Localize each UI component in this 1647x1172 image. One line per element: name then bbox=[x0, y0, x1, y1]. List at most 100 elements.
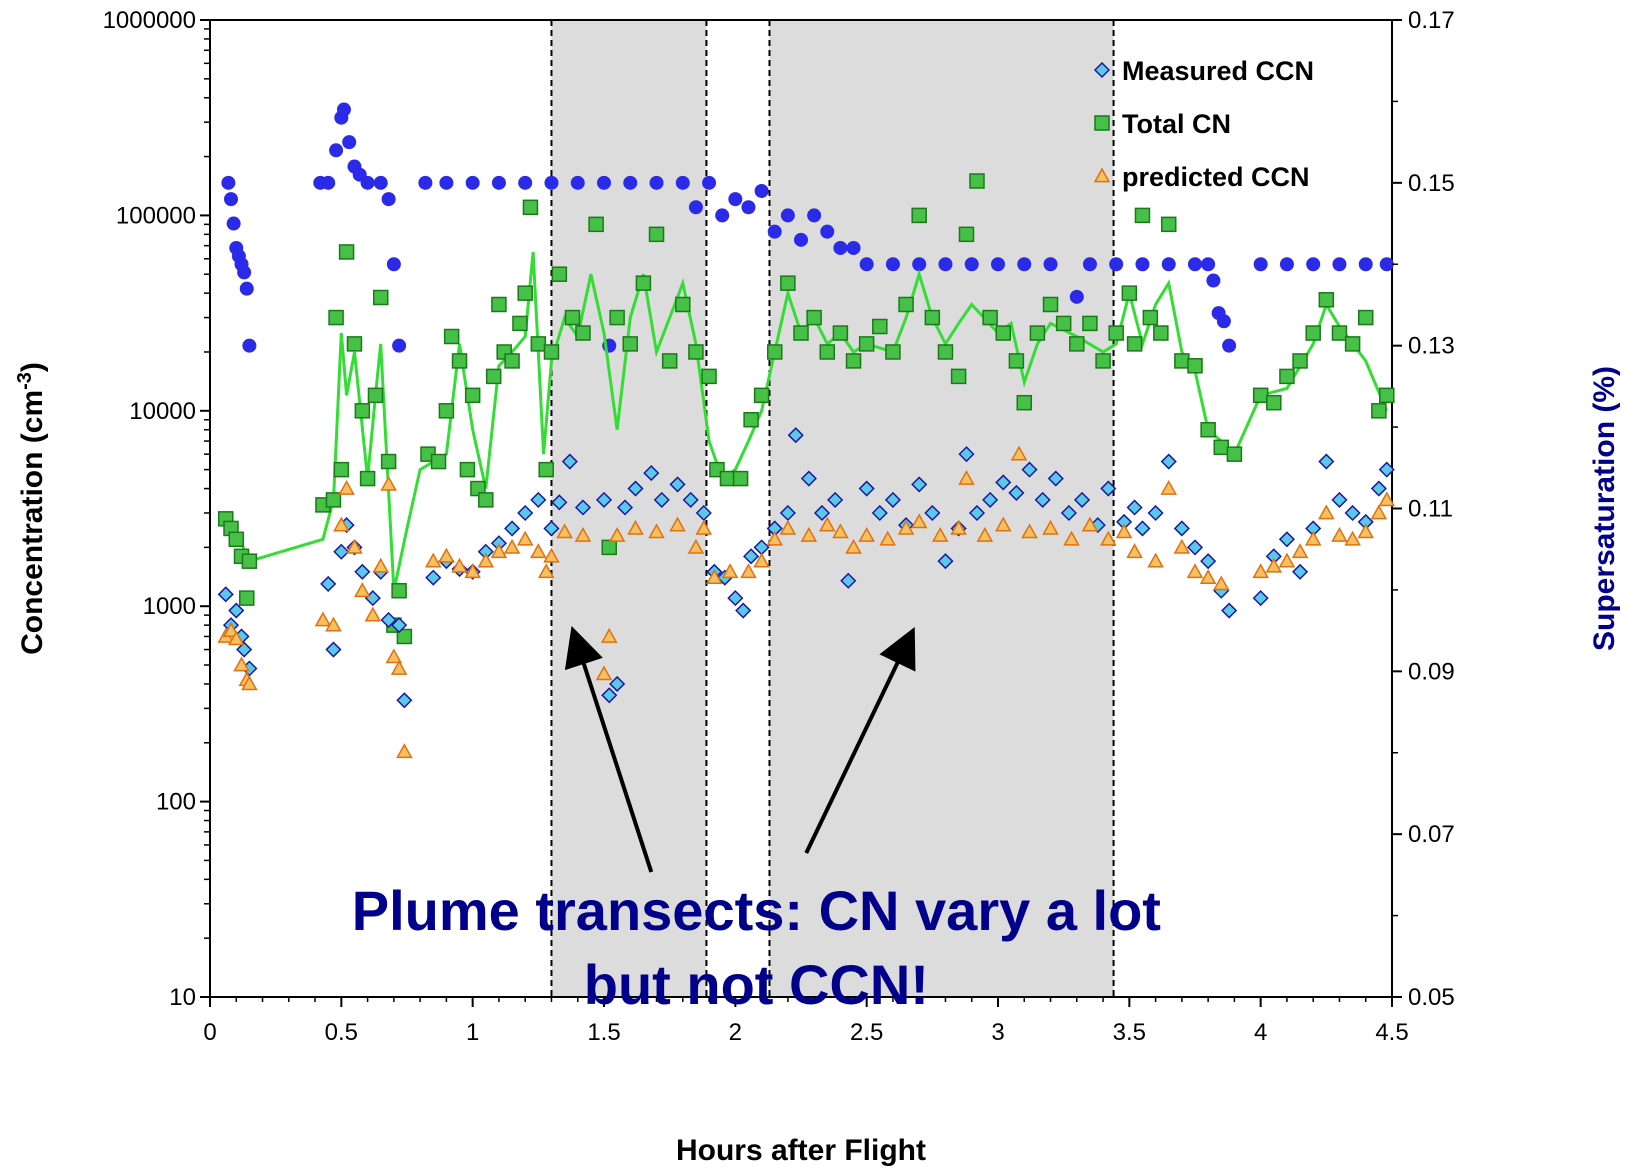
data-point bbox=[1161, 257, 1176, 272]
data-point bbox=[512, 315, 528, 332]
x-tick-label: 4 bbox=[1254, 1019, 1267, 1046]
data-point bbox=[517, 285, 533, 301]
data-point bbox=[780, 208, 795, 223]
legend-marker bbox=[1094, 115, 1110, 131]
data-point bbox=[898, 296, 914, 313]
data-point bbox=[912, 257, 927, 272]
data-point bbox=[1126, 543, 1143, 559]
data-point bbox=[608, 526, 626, 542]
data-point bbox=[1186, 539, 1204, 556]
data-point bbox=[937, 553, 954, 570]
data-point bbox=[728, 192, 743, 207]
data-point bbox=[845, 538, 862, 554]
data-point bbox=[418, 175, 433, 190]
data-point bbox=[1008, 484, 1025, 501]
data-point bbox=[367, 387, 384, 404]
data-point bbox=[239, 590, 255, 606]
y-right-tick-label: 0.15 bbox=[1408, 170, 1455, 197]
data-point bbox=[1199, 569, 1217, 584]
x-tick-label: 0 bbox=[203, 1019, 216, 1046]
data-point bbox=[950, 368, 967, 385]
data-point bbox=[1206, 273, 1221, 288]
shaded-regions bbox=[550, 20, 1115, 997]
data-point bbox=[800, 526, 818, 542]
data-point bbox=[372, 557, 390, 573]
data-point bbox=[969, 173, 985, 189]
data-point bbox=[1021, 461, 1038, 478]
data-point bbox=[732, 470, 749, 487]
data-point bbox=[1160, 480, 1178, 495]
data-point bbox=[1201, 257, 1216, 272]
data-point bbox=[807, 208, 822, 223]
data-point bbox=[911, 476, 928, 493]
data-point bbox=[544, 175, 559, 190]
data-point bbox=[1173, 538, 1191, 554]
data-point bbox=[221, 175, 236, 190]
data-point bbox=[1134, 520, 1151, 537]
annotation-arrow-right bbox=[804, 626, 916, 854]
data-point bbox=[443, 328, 460, 345]
series-layer bbox=[217, 102, 1396, 759]
data-point bbox=[924, 309, 941, 326]
data-point bbox=[1200, 553, 1217, 570]
data-point bbox=[530, 491, 547, 508]
data-point bbox=[1331, 526, 1348, 542]
data-point bbox=[1318, 453, 1335, 470]
data-point bbox=[1187, 358, 1203, 374]
data-point bbox=[800, 470, 817, 487]
data-point bbox=[675, 296, 691, 313]
data-point bbox=[964, 257, 979, 272]
data-point bbox=[226, 216, 241, 231]
data-point bbox=[346, 538, 363, 554]
data-point bbox=[688, 344, 704, 360]
data-point bbox=[325, 492, 342, 508]
data-point bbox=[872, 318, 888, 335]
data-point bbox=[325, 641, 342, 658]
data-point bbox=[924, 504, 941, 522]
data-point bbox=[1160, 453, 1177, 470]
data-point bbox=[537, 563, 555, 579]
y-left-tick-label: 1000000 bbox=[103, 7, 196, 34]
data-point bbox=[950, 519, 967, 535]
data-point bbox=[1082, 257, 1097, 272]
y-right-tick-label: 0.07 bbox=[1408, 821, 1455, 848]
data-point bbox=[1034, 491, 1051, 508]
data-point bbox=[321, 175, 336, 190]
data-point bbox=[1029, 325, 1046, 341]
data-point bbox=[833, 240, 848, 255]
data-point bbox=[911, 207, 927, 224]
data-point bbox=[227, 630, 245, 646]
data-point bbox=[1252, 387, 1269, 404]
data-point bbox=[1331, 491, 1348, 508]
data-point bbox=[735, 602, 752, 619]
data-point bbox=[616, 499, 634, 516]
data-point bbox=[237, 265, 252, 280]
x-tick-label: 1 bbox=[466, 1019, 479, 1046]
data-point bbox=[1318, 504, 1335, 520]
data-point bbox=[1304, 530, 1322, 546]
data-point bbox=[328, 309, 344, 326]
data-point bbox=[991, 257, 1005, 272]
data-point bbox=[1095, 353, 1111, 369]
data-point bbox=[504, 353, 520, 369]
y-right-tick-label: 0.13 bbox=[1408, 333, 1455, 360]
data-point bbox=[787, 427, 804, 444]
data-point bbox=[609, 309, 625, 326]
data-point bbox=[1344, 530, 1361, 546]
data-point bbox=[701, 368, 717, 385]
data-point bbox=[391, 582, 407, 599]
data-point bbox=[832, 325, 849, 341]
data-point bbox=[451, 353, 468, 369]
data-point bbox=[1100, 480, 1117, 497]
data-point bbox=[228, 602, 245, 619]
data-point bbox=[504, 520, 521, 537]
data-point bbox=[753, 539, 770, 556]
data-point bbox=[538, 461, 554, 478]
data-point bbox=[470, 480, 486, 497]
data-point bbox=[359, 470, 376, 487]
annotation-arrow-left bbox=[564, 625, 654, 873]
data-point bbox=[1147, 552, 1164, 568]
data-point bbox=[1212, 575, 1230, 591]
data-point bbox=[543, 547, 560, 563]
data-point bbox=[1357, 309, 1374, 326]
